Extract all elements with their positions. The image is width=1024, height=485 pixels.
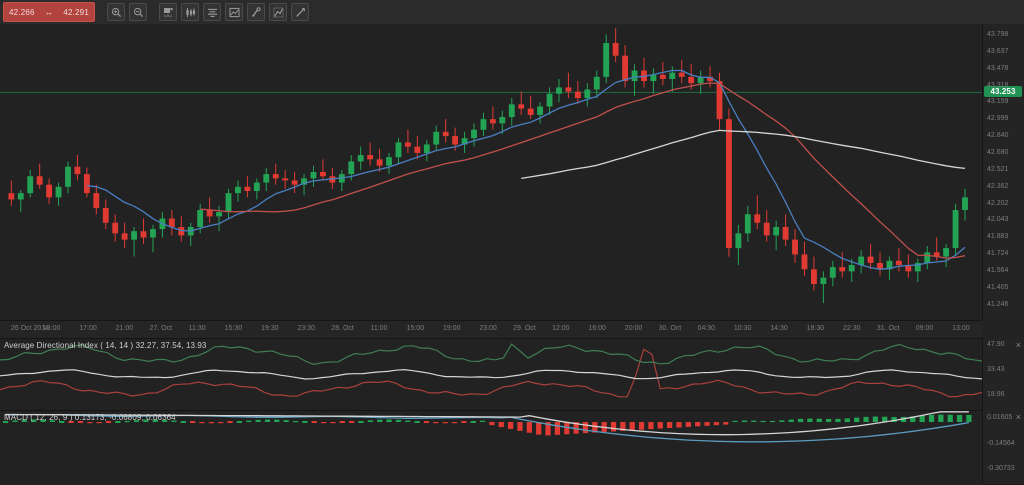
macd-tick: 0.01605 xyxy=(987,414,1013,422)
adx-plot xyxy=(0,343,982,398)
time-tick: 14:30 xyxy=(770,325,788,332)
time-tick: 29. Oct xyxy=(513,325,536,332)
macd-pane[interactable]: MACD ( 12, 26, 9 ) 0.13173, -0.06809, 0.… xyxy=(0,410,982,485)
current-price-tag: 43.253 xyxy=(984,86,1022,98)
time-tick: 28. Oct xyxy=(331,325,354,332)
time-tick: 27. Oct xyxy=(149,325,173,332)
price-tick: 43.637 xyxy=(987,47,1009,55)
price-tick: 41.883 xyxy=(987,233,1009,241)
macd-tick: -0.14564 xyxy=(987,439,1015,447)
adx-tick: 47.90 xyxy=(987,341,1005,349)
indicator-icon[interactable] xyxy=(247,3,265,21)
time-tick: 15:30 xyxy=(224,325,243,332)
price-tick: 42.840 xyxy=(987,132,1009,140)
price-tick: 41.564 xyxy=(987,266,1009,274)
time-tick: 18:30 xyxy=(806,325,825,332)
time-tick: 04:30 xyxy=(697,325,716,332)
drawing-tool-icon[interactable] xyxy=(269,3,287,21)
price-tick: 43.159 xyxy=(987,98,1009,106)
adx-tick: 18.96 xyxy=(987,390,1005,398)
line-chart-icon[interactable] xyxy=(203,3,221,21)
time-tick: 30. Oct xyxy=(658,325,682,332)
time-tick: 11:00 xyxy=(370,325,388,332)
time-tick: 31. Oct xyxy=(876,325,900,332)
time-tick: 11:30 xyxy=(188,325,206,332)
time-axis[interactable]: 26 Oct 2014 13:00 17:00 21:00 27. Oct 11:30 15… xyxy=(0,320,982,339)
toolbar: 42.266 ↔ 42.291 xyxy=(0,0,1024,25)
time-tick: 26 Oct 2014 xyxy=(10,325,50,332)
time-tick: 21:00 xyxy=(115,325,134,332)
time-tick: 17:00 xyxy=(79,325,97,332)
macd-axis[interactable]: × 0.01605 -0.14564 -0.30733 xyxy=(982,410,1024,484)
price-chart-pane[interactable] xyxy=(0,24,982,320)
price-tick: 43.478 xyxy=(987,64,1009,72)
time-tick: 19:30 xyxy=(261,325,279,332)
price-tick: 43.798 xyxy=(987,30,1009,38)
measure-icon[interactable] xyxy=(291,3,309,21)
adx-axis[interactable]: × 47.90 33.43 18.96 xyxy=(982,338,1024,410)
spread-arrow-icon: ↔ xyxy=(44,7,54,17)
adx-title: Average Directional Index ( 14, 14 ) 32.… xyxy=(4,341,207,350)
adx-close-icon[interactable]: × xyxy=(1015,340,1021,350)
quote-box[interactable]: 42.266 ↔ 42.291 xyxy=(3,2,95,22)
time-tick: 22:30 xyxy=(843,325,861,332)
adx-tick: 33.43 xyxy=(987,365,1005,373)
macd-plot xyxy=(3,411,972,443)
time-tick: 23:00 xyxy=(479,325,497,332)
time-tick: 15:00 xyxy=(406,325,425,332)
price-tick: 42.521 xyxy=(987,165,1009,173)
bar-chart-icon[interactable] xyxy=(159,3,177,21)
price-tick: 41.405 xyxy=(987,283,1009,291)
bid-price: 42.266 xyxy=(9,7,35,17)
price-tick: 41.246 xyxy=(987,300,1009,308)
area-chart-icon[interactable] xyxy=(225,3,243,21)
adx-pane[interactable]: Average Directional Index ( 14, 14 ) 32.… xyxy=(0,338,982,411)
macd-close-icon[interactable]: × xyxy=(1015,412,1021,422)
price-tick: 42.043 xyxy=(987,216,1009,224)
time-tick: 13:00 xyxy=(42,325,61,332)
zoom-in-icon[interactable] xyxy=(107,3,125,21)
ask-price: 42.291 xyxy=(63,7,89,17)
price-tick: 42.999 xyxy=(987,115,1009,123)
time-tick: 19:00 xyxy=(442,325,461,332)
time-tick: 12:00 xyxy=(552,325,570,332)
time-tick: 16:00 xyxy=(588,325,606,332)
candlestick-chart-icon[interactable] xyxy=(181,3,199,21)
price-axis[interactable]: 43.253 43.798 43.637 43.478 43.318 43.159 42.… xyxy=(982,24,1024,320)
price-tick: 42.680 xyxy=(987,148,1009,156)
time-tick: 10:30 xyxy=(733,325,752,332)
macd-title: MACD ( 12, 26, 9 ) 0.13173, -0.06809, 0.… xyxy=(4,413,176,422)
price-tick: 42.362 xyxy=(987,182,1009,190)
time-tick: 20:00 xyxy=(624,325,643,332)
time-tick: 13:00 xyxy=(952,325,970,332)
time-tick: 09:00 xyxy=(915,325,934,332)
price-tick: 42.202 xyxy=(987,199,1009,207)
macd-tick: -0.30733 xyxy=(987,465,1015,473)
time-tick: 23:30 xyxy=(297,325,315,332)
candlestick-plot xyxy=(0,28,982,304)
price-tick: 41.724 xyxy=(987,250,1009,258)
price-tick: 43.318 xyxy=(987,81,1009,89)
zoom-out-icon[interactable] xyxy=(129,3,147,21)
